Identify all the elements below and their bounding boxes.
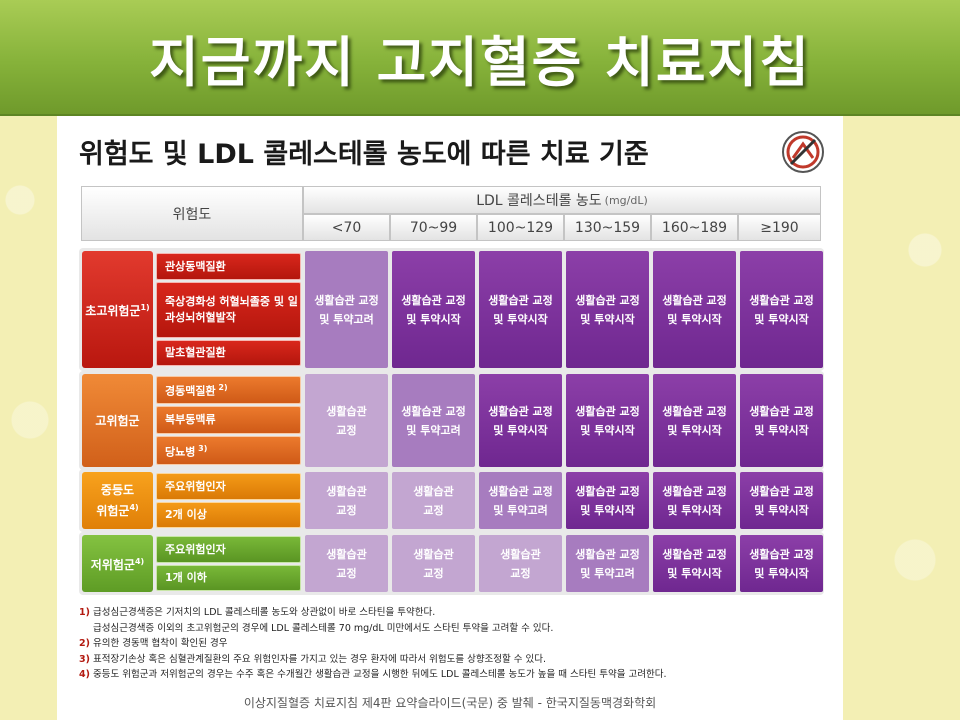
treatment-cell: 생활습관 교정	[305, 472, 388, 529]
footnote-line: 급성심근경색증 이외의 초고위험군의 경우에 LDL 콜레스테롤 70 mg/d…	[93, 622, 554, 634]
risk-factor-item: 당뇨병 3)	[156, 436, 301, 465]
risk-factor-item: 경동맥질환 2)	[156, 376, 301, 404]
ldl-column-header: <70	[303, 214, 390, 241]
treatment-cell: 생활습관 교정 및 투약시작	[653, 535, 736, 592]
treatment-cell: 생활습관 교정 및 투약시작	[479, 374, 562, 467]
treatment-cell: 생활습관 교정 및 투약고려	[479, 472, 562, 529]
ldl-header: LDL 콜레스테롤 농도 (mg/dL)	[303, 186, 821, 214]
risk-factor-item: 2개 이상	[156, 502, 301, 528]
treatment-cell: 생활습관 교정	[305, 374, 388, 467]
risk-group-name: 고위험군	[82, 374, 153, 467]
treatment-cell: 생활습관 교정 및 투약시작	[653, 251, 736, 368]
treatment-cell: 생활습관 교정 및 투약시작	[392, 251, 475, 368]
treatment-cell: 생활습관 교정 및 투약시작	[479, 251, 562, 368]
treatment-cell: 생활습관 교정	[392, 472, 475, 529]
treatment-cell: 생활습관 교정 및 투약고려	[566, 535, 649, 592]
risk-factor-item: 복부동맥류	[156, 406, 301, 434]
treatment-cell: 생활습관 교정 및 투약시작	[740, 472, 823, 529]
risk-factor-item: 1개 이하	[156, 565, 301, 591]
risk-factor-item: 주요위험인자	[156, 536, 301, 563]
treatment-cell: 생활습관 교정 및 투약시작	[653, 374, 736, 467]
footnote-line: 2) 유의한 경동맥 협착이 확인된 경우	[79, 638, 228, 649]
risk-factor-item: 죽상경화성 허혈뇌졸중 및 일과성뇌허혈발작	[156, 282, 301, 338]
treatment-cell: 생활습관 교정 및 투약시작	[740, 251, 823, 368]
risk-group-name: 저위험군4)	[82, 535, 153, 592]
treatment-cell: 생활습관 교정	[392, 535, 475, 592]
treatment-cell: 생활습관 교정	[479, 535, 562, 592]
society-logo-icon	[782, 131, 824, 173]
risk-factor-item: 주요위험인자	[156, 473, 301, 500]
ldl-column-header: 70~99	[390, 214, 477, 241]
treatment-cell: 생활습관 교정	[305, 535, 388, 592]
treatment-cell: 생활습관 교정 및 투약고려	[392, 374, 475, 467]
ldl-header-unit: (mg/dL)	[604, 193, 648, 207]
footnotes: 1) 급성심근경색증은 기저치의 LDL 콜레스테롤 농도와 상관없이 바로 스타…	[79, 605, 829, 683]
ldl-column-header: 130~159	[564, 214, 651, 241]
treatment-cell: 생활습관 교정 및 투약시작	[566, 251, 649, 368]
slide-title-bar: 지금까지 고지혈증 치료지침	[0, 0, 960, 116]
treatment-cell: 생활습관 교정 및 투약시작	[653, 472, 736, 529]
ldl-column-header: ≥190	[738, 214, 821, 241]
guideline-document: 위험도 및 LDL 콜레스테롤 농도에 따른 치료 기준 위험도 LDL 콜레스…	[57, 116, 843, 720]
risk-factor-item: 관상동맥질환	[156, 253, 301, 280]
risk-header-label: 위험도	[172, 206, 212, 223]
treatment-cell: 생활습관 교정 및 투약시작	[566, 472, 649, 529]
risk-group-name: 초고위험군1)	[82, 251, 153, 368]
risk-header: 위험도	[81, 186, 303, 241]
ldl-column-header: 160~189	[651, 214, 738, 241]
footnote-line: 3) 표적장기손상 혹은 심혈관계질환의 주요 위험인자를 가지고 있는 경우 환…	[79, 653, 547, 665]
treatment-cell: 생활습관 교정 및 투약시작	[740, 374, 823, 467]
risk-group-name: 중등도 위험군4)	[82, 472, 153, 529]
risk-factor-item: 말초혈관질환	[156, 340, 301, 366]
slide-title: 지금까지 고지혈증 치료지침	[149, 30, 811, 94]
treatment-cell: 생활습관 교정 및 투약고려	[305, 251, 388, 368]
source-citation: 이상지질혈증 치료지침 제4판 요약슬라이드(국문) 중 발췌 - 한국지질동맥…	[243, 696, 657, 710]
treatment-cell: 생활습관 교정 및 투약시작	[740, 535, 823, 592]
ldl-column-header: 100~129	[477, 214, 564, 241]
footnote-line: 4) 중등도 위험군과 저위험군의 경우는 수주 혹은 수개월간 생활습관 교정을…	[79, 669, 667, 680]
treatment-cell: 생활습관 교정 및 투약시작	[566, 374, 649, 467]
document-title: 위험도 및 LDL 콜레스테롤 농도에 따른 치료 기준	[79, 139, 649, 170]
footnote-line: 1) 급성심근경색증은 기저치의 LDL 콜레스테롤 농도와 상관없이 바로 스타…	[79, 607, 436, 618]
ldl-header-label: LDL 콜레스테롤 농도	[476, 193, 602, 209]
